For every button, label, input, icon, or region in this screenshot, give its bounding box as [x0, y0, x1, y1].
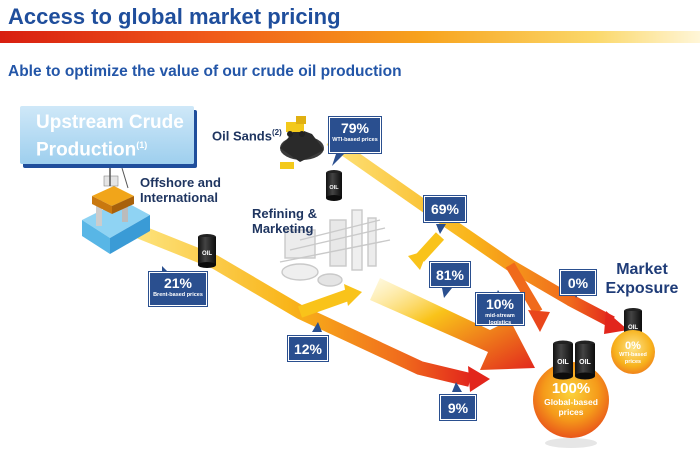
global-prices-text: 100% Global-based prices — [536, 380, 606, 417]
oil-sands-note: (2) — [271, 128, 282, 137]
badge-10-sub: mid-stream logistics — [485, 313, 515, 326]
badge-wti-79-pct: 79% — [340, 120, 370, 136]
wti-prices-pct: 0% — [625, 340, 641, 352]
badge-wti-79-sub: WTI-based prices — [332, 137, 378, 143]
offshore-platform-icon — [82, 160, 150, 254]
refining-flow-arrow — [370, 278, 535, 370]
badge-9: 9% — [440, 395, 476, 420]
badge-0-pct: 0% — [567, 275, 589, 291]
global-prices-label: Global-based prices — [544, 397, 598, 417]
global-prices-circle — [533, 362, 609, 438]
badge-69: 69% — [424, 196, 466, 222]
market-exposure-text: Market Exposure — [605, 261, 679, 297]
offshore-flow-arrow — [137, 225, 490, 392]
badge-12-pct: 12% — [293, 341, 323, 357]
oil-barrel-icon: OIL — [326, 170, 342, 201]
badge-brent-21-sub: Brent-based prices — [153, 292, 203, 298]
oil-sands-label: Oil Sands(2) — [212, 125, 282, 143]
badge-81-pct: 81% — [435, 267, 465, 283]
page-title: Access to global market pricing — [8, 4, 341, 29]
barrel-label: OIL — [329, 185, 339, 191]
badge-brent-21-pct: 21% — [163, 275, 193, 291]
badge-wti-79: 79% WTI-based prices — [329, 117, 381, 153]
barrel-label: OIL — [202, 251, 212, 257]
barrel-label: OIL — [628, 325, 638, 331]
barrel-label: OIL — [579, 359, 591, 366]
badge-12: 12% — [288, 336, 328, 361]
title-gradient-bar — [0, 31, 700, 43]
badge-10: 10% mid-stream logistics — [476, 293, 524, 326]
badge-81: 81% — [430, 262, 470, 287]
wti-prices-circle — [611, 330, 655, 374]
global-prices-pct: 100% — [551, 380, 591, 397]
upstream-note: (1) — [136, 140, 148, 150]
offshore-label: Offshore and International — [140, 175, 221, 205]
oil-sands-flow-arrow — [326, 135, 628, 334]
upstream-title: Upstream Crude Production — [36, 112, 184, 161]
oil-barrel-icon: OIL — [198, 234, 216, 268]
upstream-crude-production-box: Upstream Crude Production(1) — [20, 106, 194, 164]
oil-sands-mining-icon — [280, 116, 324, 169]
market-exposure-label: Market Exposure — [606, 260, 682, 298]
wti-prices-text: 0% WTI-based prices — [613, 340, 653, 365]
page-subtitle: Able to optimize the value of our crude … — [8, 63, 402, 80]
barrel-label: OIL — [557, 359, 569, 366]
oil-sands-text: Oil Sands — [212, 128, 272, 144]
oil-barrel-icon: OIL — [553, 340, 573, 380]
refinery-icon — [279, 209, 391, 287]
badge-brent-21: 21% Brent-based prices — [149, 272, 207, 306]
badge-10-pct: 10% — [485, 296, 515, 312]
refining-label: Refining & Marketing — [252, 206, 317, 236]
badge-9-pct: 9% — [447, 400, 469, 416]
badge-69-pct: 69% — [430, 201, 460, 217]
badge-0: 0% — [560, 270, 596, 295]
wti-prices-label: WTI-based prices — [619, 352, 647, 365]
oil-barrel-icon: OIL — [575, 340, 595, 380]
